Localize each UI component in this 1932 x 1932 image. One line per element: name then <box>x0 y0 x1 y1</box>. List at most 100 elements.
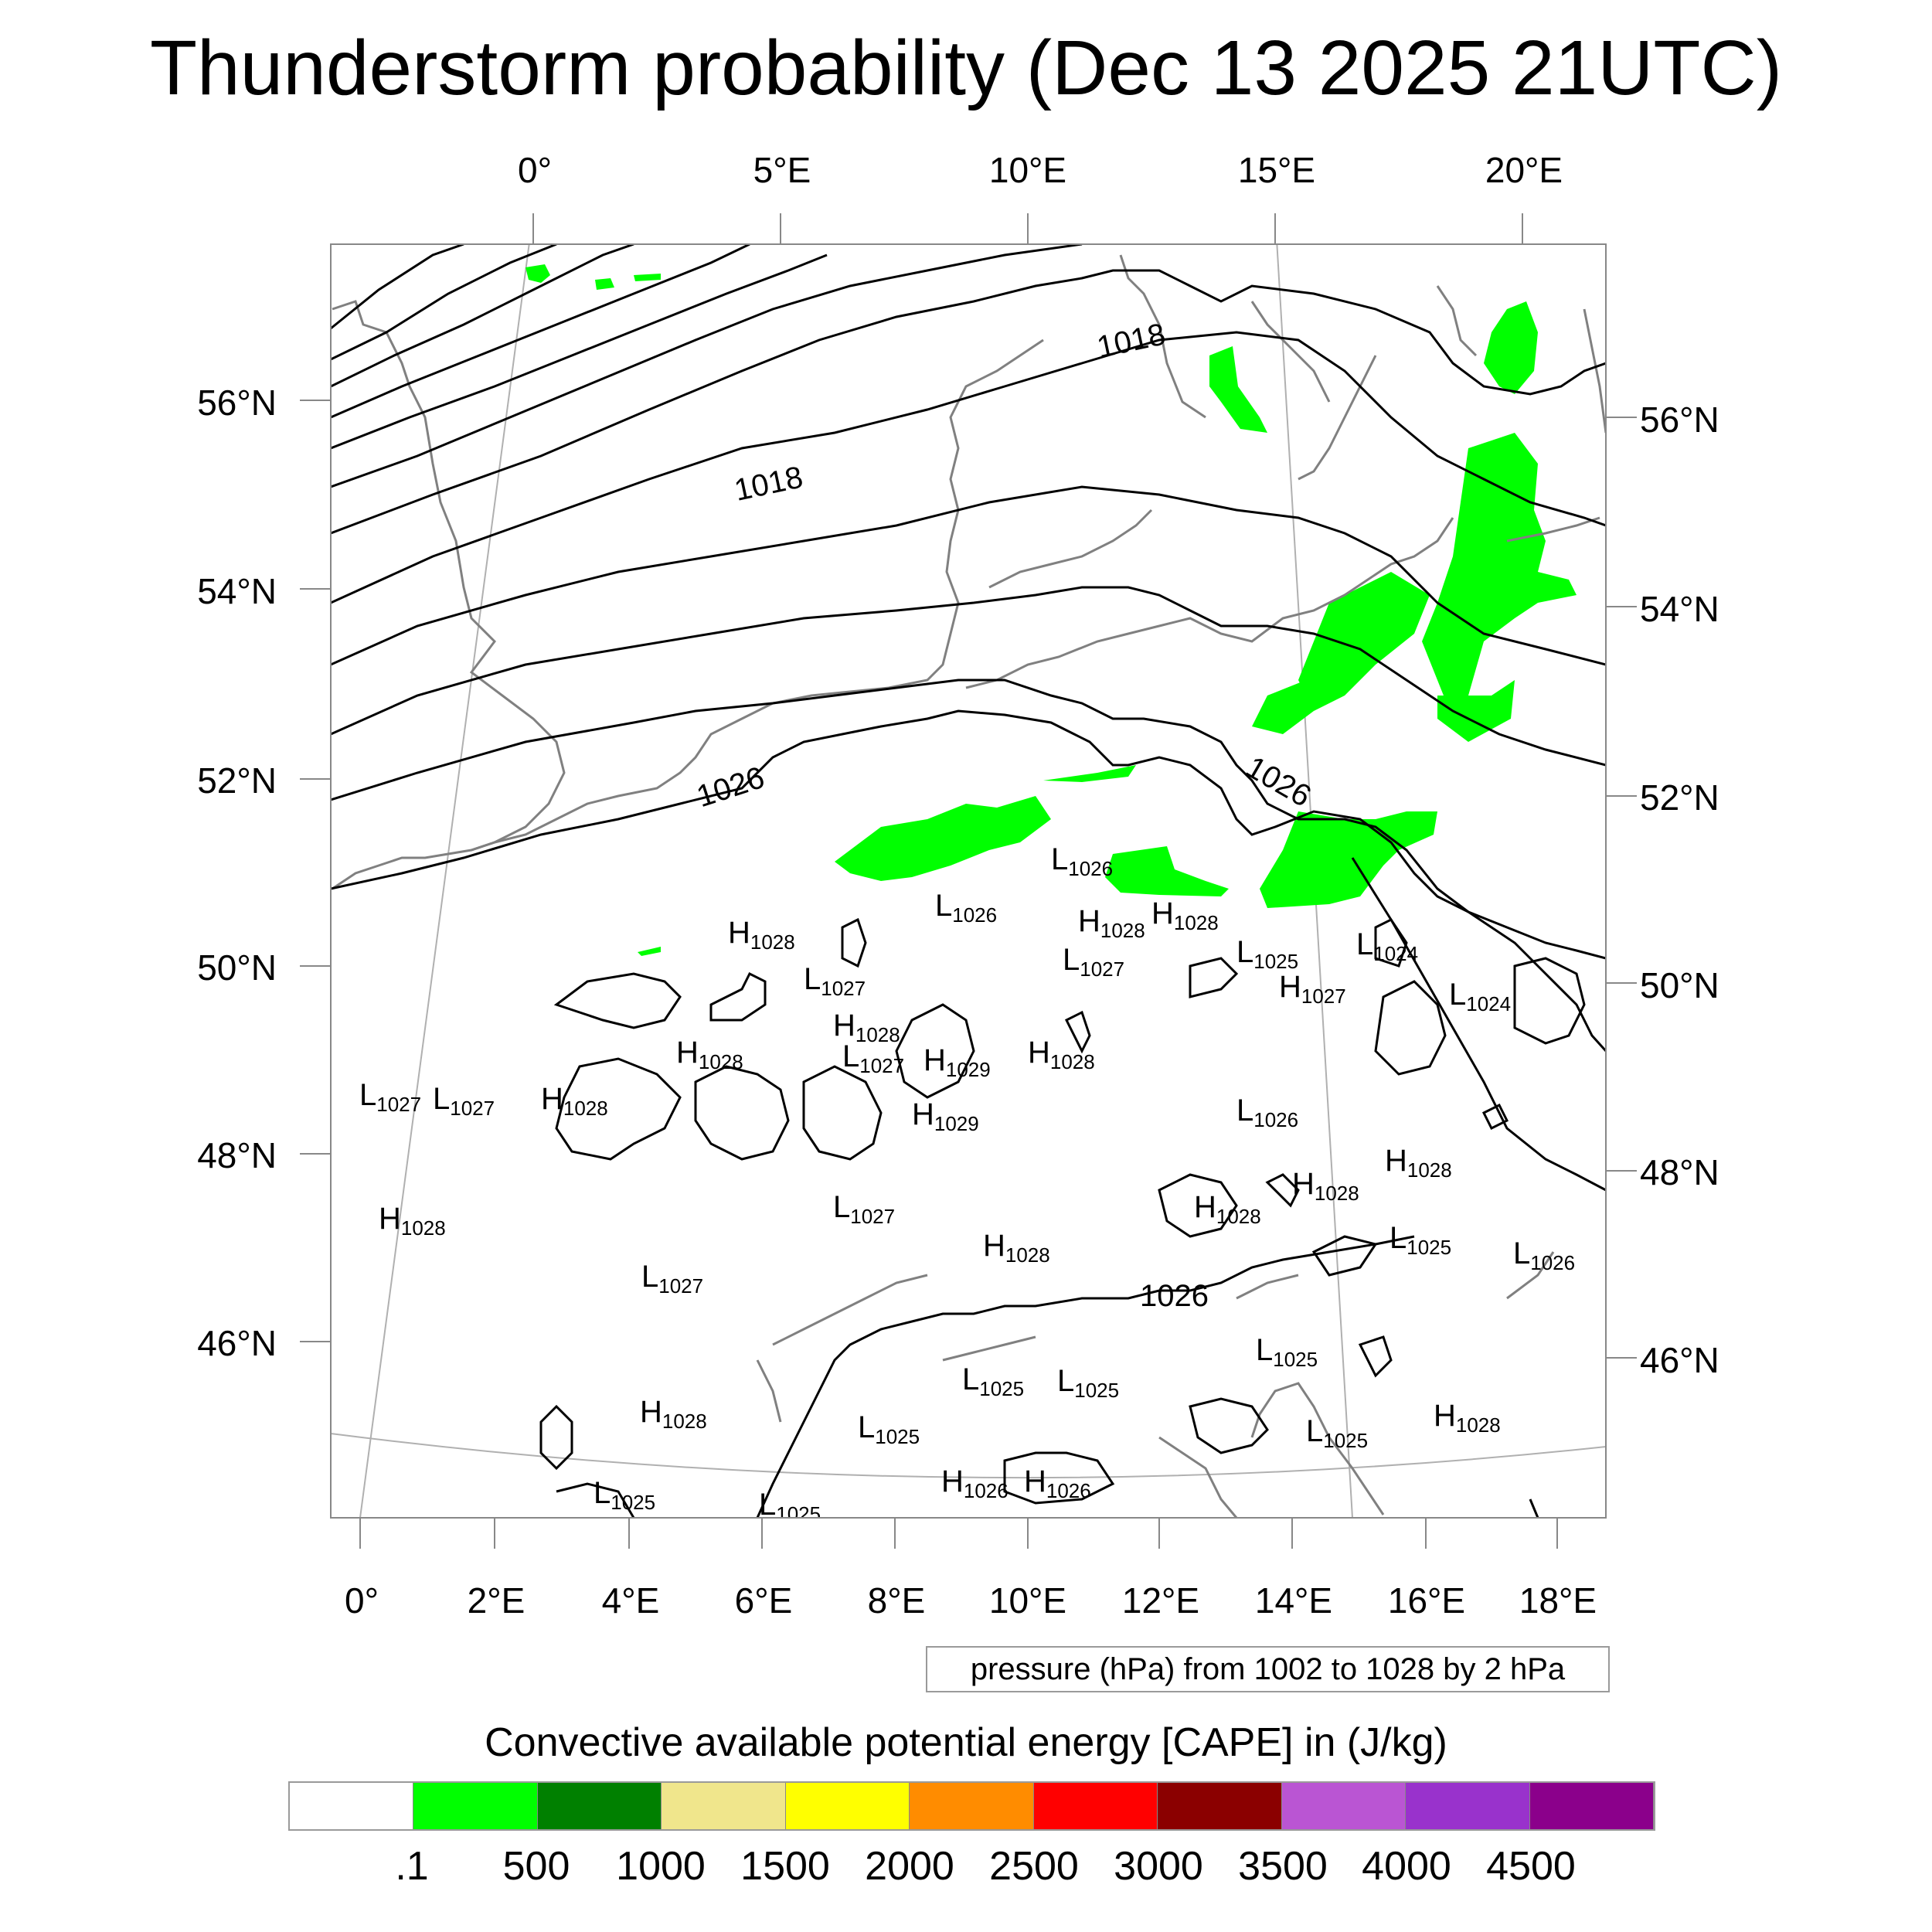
lon-tick-bottom: 2°E <box>467 1580 526 1621</box>
colorbar-label: 3500 <box>1238 1844 1328 1889</box>
colorbar-swatch <box>1529 1783 1654 1829</box>
colorbar-title: Convective available potential energy [C… <box>485 1720 1447 1765</box>
lon-tick-top: 15°E <box>1237 150 1316 190</box>
pressure-center: L1025 <box>1057 1364 1119 1402</box>
pressure-center: H1028 <box>1078 904 1145 942</box>
pressure-center: H1028 <box>983 1229 1050 1267</box>
pressure-center: L1027 <box>833 1190 895 1228</box>
pressure-center: H1028 <box>1194 1190 1261 1228</box>
colorbar-label: .1 <box>395 1844 429 1889</box>
lon-tick-top: 0° <box>518 150 552 190</box>
pressure-center: H1026 <box>941 1464 1009 1502</box>
colorbar-label: 1500 <box>740 1844 830 1889</box>
contour-label: 1018 <box>1094 317 1168 365</box>
contour-legend: pressure (hPa) from 1002 to 1028 by 2 hP… <box>926 1646 1610 1692</box>
graticule <box>331 244 1606 1518</box>
pressure-center: H1027 <box>1279 970 1346 1008</box>
colorbar-label: 1000 <box>616 1844 706 1889</box>
lon-tick-bottom: 14°E <box>1254 1580 1333 1621</box>
tick-marks <box>300 213 1637 1549</box>
colorbar-swatch <box>910 1783 1034 1829</box>
pressure-center: L1026 <box>935 889 997 927</box>
pressure-center: L1026 <box>1051 842 1113 880</box>
lat-tick-left: 56°N <box>197 383 277 423</box>
contour-label: 1026 <box>1240 750 1317 814</box>
isobars <box>331 244 1606 1518</box>
lat-tick-left: 54°N <box>197 571 277 611</box>
lat-tick-right: 48°N <box>1640 1152 1719 1192</box>
map-title: Thunderstorm probability (Dec 13 2025 21… <box>149 25 1783 111</box>
pressure-center: L1024 <box>1449 978 1511 1015</box>
pressure-center: L1025 <box>1236 935 1298 973</box>
pressure-center: L1026 <box>1236 1094 1298 1131</box>
lat-tick-right: 54°N <box>1640 589 1719 629</box>
colorbar-swatch <box>1281 1783 1406 1829</box>
coastlines <box>332 254 1606 1518</box>
colorbar-label: 2500 <box>989 1844 1079 1889</box>
pressure-center: H1028 <box>541 1082 608 1120</box>
pressure-center: H1028 <box>379 1202 446 1240</box>
pressure-center: L1025 <box>1306 1414 1368 1452</box>
pressure-center: H1029 <box>923 1043 991 1081</box>
pressure-center: L1025 <box>1389 1221 1451 1259</box>
lon-tick-bottom: 18°E <box>1519 1580 1597 1621</box>
lon-tick-bottom: 6°E <box>734 1580 793 1621</box>
pressure-center: L1024 <box>1356 927 1418 965</box>
colorbar-swatch <box>785 1783 910 1829</box>
pressure-center: H1028 <box>728 916 795 954</box>
pressure-center: L1025 <box>594 1476 655 1514</box>
pressure-center: L1027 <box>641 1260 703 1298</box>
lat-tick-left: 48°N <box>197 1135 277 1175</box>
lon-tick-bottom: 16°E <box>1387 1580 1466 1621</box>
pressure-center: H1029 <box>912 1097 979 1135</box>
pressure-center: L1025 <box>962 1362 1024 1400</box>
colorbar-swatch <box>662 1783 786 1829</box>
pressure-center: L1027 <box>804 962 866 1000</box>
lon-tick-bottom: 10°E <box>988 1580 1067 1621</box>
colorbar-label: 2000 <box>865 1844 954 1889</box>
colorbar-label: 500 <box>502 1844 570 1889</box>
pressure-centers: L1026 L1026 H1028 H1028 H1028 L1027 L102… <box>359 842 1575 1526</box>
pressure-center: H1028 <box>1385 1144 1452 1182</box>
plot-frame <box>330 243 1607 1519</box>
pressure-center: L1025 <box>759 1488 821 1526</box>
cape-fields <box>526 264 1577 956</box>
colorbar <box>288 1781 1655 1831</box>
pressure-center: H1028 <box>1434 1399 1501 1437</box>
contour-label: 1018 <box>732 460 806 508</box>
pressure-center: L1027 <box>359 1078 421 1116</box>
lon-tick-top: 10°E <box>988 150 1067 190</box>
lon-tick-top: 5°E <box>753 150 811 190</box>
colorbar-label: 3000 <box>1114 1844 1203 1889</box>
pressure-center: L1027 <box>1063 943 1124 981</box>
lon-tick-bottom: 4°E <box>601 1580 660 1621</box>
lat-tick-right: 56°N <box>1640 400 1719 440</box>
lat-tick-left: 46°N <box>197 1323 277 1363</box>
lon-tick-top: 20°E <box>1485 150 1563 190</box>
pressure-center: L1026 <box>1513 1236 1575 1274</box>
colorbar-swatch <box>1406 1783 1530 1829</box>
colorbar-label: 4500 <box>1486 1844 1576 1889</box>
pressure-center: H1028 <box>1292 1167 1359 1205</box>
colorbar-swatch <box>537 1783 662 1829</box>
colorbar-swatch <box>290 1783 414 1829</box>
pressure-center: L1025 <box>1256 1333 1318 1371</box>
lat-tick-right: 50°N <box>1640 965 1719 1005</box>
pressure-center: L1027 <box>433 1082 495 1120</box>
pressure-center: H1028 <box>1028 1036 1095 1073</box>
pressure-center: H1028 <box>640 1395 707 1433</box>
pressure-center: H1028 <box>833 1009 900 1046</box>
lat-tick-right: 52°N <box>1640 777 1719 818</box>
pressure-center: L1025 <box>858 1410 920 1448</box>
pressure-center: H1028 <box>1151 896 1219 934</box>
colorbar-swatch <box>1158 1783 1282 1829</box>
contour-label: 1026 <box>692 760 768 814</box>
colorbar-swatch <box>1033 1783 1158 1829</box>
lon-tick-bottom: 8°E <box>867 1580 926 1621</box>
lat-tick-left: 52°N <box>197 760 277 801</box>
pressure-center: H1026 <box>1024 1464 1091 1502</box>
colorbar-label: 4000 <box>1362 1844 1451 1889</box>
lon-tick-bottom: 12°E <box>1121 1580 1200 1621</box>
pressure-center: L1027 <box>842 1039 904 1077</box>
